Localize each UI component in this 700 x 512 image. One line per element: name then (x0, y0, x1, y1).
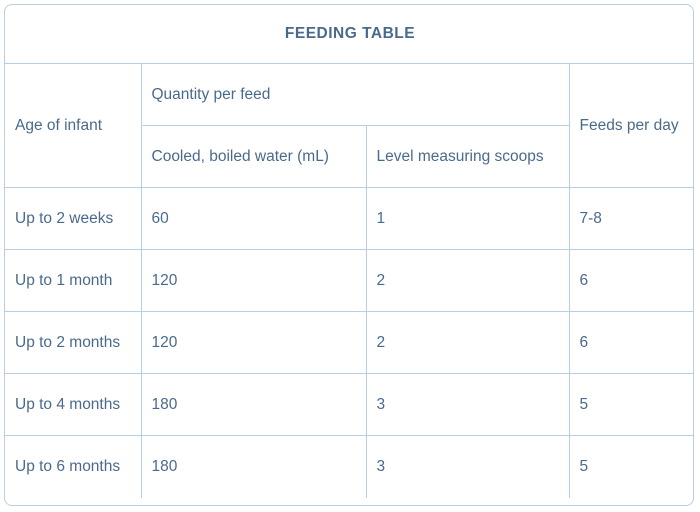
cell-scoops: 3 (365, 435, 570, 498)
cell-age: Up to 4 months (5, 373, 142, 436)
header-row-2: Cooled, boiled water (mL) Level measurin… (5, 125, 693, 188)
cell-scoops: 2 (365, 249, 570, 312)
feeding-table-card: FEEDING TABLE Age of infant Quantity per… (4, 4, 694, 506)
table-row: Up to 1 month 120 2 6 (5, 249, 693, 312)
cell-feeds: 6 (568, 249, 693, 312)
cell-water: 120 (140, 249, 367, 312)
header-row-1: Age of infant Quantity per feed Feeds pe… (5, 63, 693, 188)
header-water: Cooled, boiled water (mL) (141, 125, 367, 188)
cell-age: Up to 2 weeks (5, 187, 142, 250)
cell-water: 120 (140, 311, 367, 374)
cell-age: Up to 6 months (5, 435, 142, 498)
feeding-table: FEEDING TABLE Age of infant Quantity per… (5, 5, 693, 498)
cell-age: Up to 1 month (5, 249, 142, 312)
table-row: Up to 4 months 180 3 5 (5, 373, 693, 436)
cell-feeds: 6 (568, 311, 693, 374)
cell-scoops: 2 (365, 311, 570, 374)
header-quantity-per-feed: Quantity per feed (140, 63, 570, 126)
cell-feeds: 5 (568, 435, 693, 498)
header-age: Age of infant (5, 63, 142, 188)
table-row: Up to 2 months 120 2 6 (5, 311, 693, 374)
cell-scoops: 1 (365, 187, 570, 250)
cell-water: 180 (140, 373, 367, 436)
cell-scoops: 3 (365, 373, 570, 436)
table-title: FEEDING TABLE (5, 5, 693, 64)
cell-feeds: 5 (568, 373, 693, 436)
table-row: Up to 6 months 180 3 5 (5, 435, 693, 498)
cell-water: 180 (140, 435, 367, 498)
header-feeds-per-day: Feeds per day (568, 63, 693, 188)
cell-age: Up to 2 months (5, 311, 142, 374)
cell-feeds: 7-8 (568, 187, 693, 250)
title-row: FEEDING TABLE (5, 5, 693, 64)
header-scoops: Level measuring scoops (365, 125, 569, 188)
table-row: Up to 2 weeks 60 1 7-8 (5, 187, 693, 250)
cell-water: 60 (140, 187, 367, 250)
